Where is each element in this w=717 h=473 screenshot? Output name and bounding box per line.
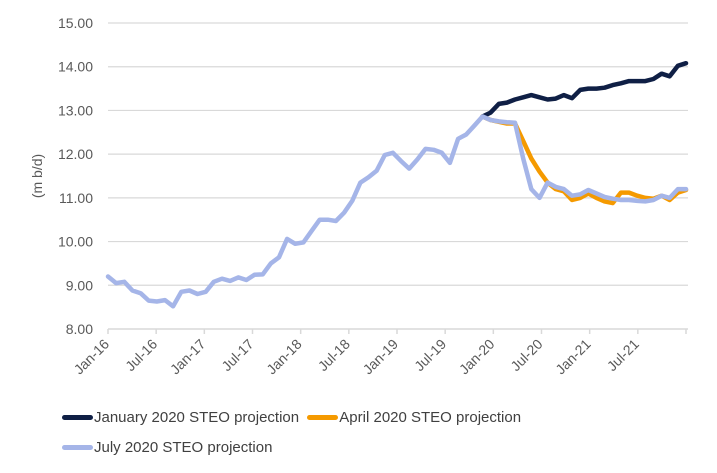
y-axis-ticks: 8.00 9.00 10.00 11.00 12.00 13.00 14.00 15.00 [58,15,93,337]
x-tick-label: Jul-21 [604,336,642,374]
x-axis: Jan-16 Jul-16 Jan-17 Jul-17 Jan-18 Jul-18 Jan-… [71,328,688,378]
y-tick-label: 15.00 [58,15,93,31]
y-tick-label: 8.00 [66,321,93,337]
legend-swatch-april [307,414,339,420]
legend-label-january: January 2020 STEO projection [94,408,300,426]
legend-label-april: April 2020 STEO projection [339,408,522,426]
x-tick-label: Jan-20 [456,336,498,378]
legend-swatch-july [62,444,93,450]
y-tick-label: 14.00 [58,59,93,75]
legend-item-april[interactable]: April 2020 STEO projection [307,402,521,432]
series-lines [105,60,689,309]
y-tick-label: 9.00 [66,277,93,293]
x-tick-label: Jul-19 [411,336,449,374]
legend-label-july: July 2020 STEO projection [94,438,273,456]
legend-item-january[interactable]: January 2020 STEO projection [62,402,299,432]
x-tick-label: Jul-16 [122,336,160,374]
gridlines [108,22,688,286]
series-line-july [105,114,689,309]
y-tick-label: 10.00 [58,234,93,250]
y-tick-label: 12.00 [58,146,93,162]
x-tick-label: Jan-18 [263,336,305,378]
legend-swatch-january [62,414,93,420]
y-axis-label: (m b/d) [29,154,45,198]
series-line-january [480,60,689,119]
x-tick-label: Jan-17 [167,336,209,378]
x-tick-label: Jan-16 [71,336,113,378]
y-tick-label: 11.00 [59,190,93,206]
x-tick-label: Jul-17 [218,336,256,374]
legend: January 2020 STEO projection April 2020 … [62,402,662,462]
line-chart: 8.00 9.00 10.00 11.00 12.00 13.00 14.00 15.00 J… [29,15,689,378]
x-tick-label: Jul-20 [507,336,545,374]
y-tick-label: 13.00 [58,102,93,118]
x-tick-label: Jul-18 [315,336,353,374]
x-tick-label: Jan-19 [360,336,402,378]
legend-item-july[interactable]: July 2020 STEO projection [62,432,272,462]
x-tick-label: Jan-21 [552,336,594,378]
